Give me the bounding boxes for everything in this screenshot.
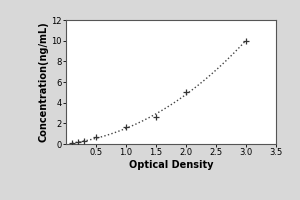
X-axis label: Optical Density: Optical Density: [129, 160, 213, 170]
Y-axis label: Concentration(ng/mL): Concentration(ng/mL): [39, 22, 49, 142]
